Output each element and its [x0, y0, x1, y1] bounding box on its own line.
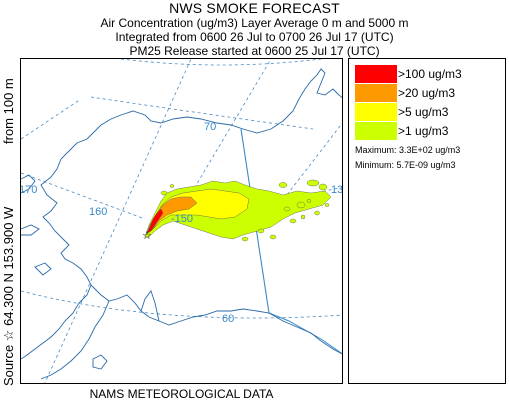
plume-fragments: [160, 179, 330, 242]
legend-swatch-orange: [355, 84, 397, 102]
minimum-value: Minimum: 5.7E-09 ug/m3: [355, 160, 456, 170]
chukotka-coast: [21, 174, 36, 194]
plume-fragment: [269, 234, 277, 240]
plume-fragment: [300, 214, 306, 220]
plume-fragment: [324, 203, 330, 207]
legend-item-over-20: >20 ug/m3: [355, 84, 503, 103]
cook-inlet: [140, 290, 160, 322]
legend-item-over-1: >1 ug/m3: [355, 122, 503, 141]
legend-swatch-red: [355, 65, 397, 83]
peninsula-coast: [40, 300, 110, 380]
plume-fragment: [318, 183, 328, 191]
legend-swatch-yellow: [355, 103, 397, 121]
legend-label: >100 ug/m3: [398, 67, 462, 81]
plume-fragment: [283, 206, 291, 212]
plume-level-20: [146, 196, 198, 234]
maximum-value: Maximum: 3.3E+02 ug/m3: [355, 145, 461, 155]
concentration-subtitle: Air Concentration (ug/m3) Layer Average …: [100, 16, 409, 30]
legend-item-over-5: >5 ug/m3: [355, 103, 503, 122]
plume-fragment: [306, 199, 312, 203]
nunivak-island: [34, 262, 52, 276]
longitude-180-line: [21, 98, 82, 140]
latitude-80-line: [120, 59, 322, 66]
longitude-170-line: [21, 172, 146, 220]
plume-fragment: [289, 218, 297, 224]
grid-labels: 170 160 -150 130 70 60: [21, 121, 343, 325]
southern-coast: [90, 284, 342, 355]
plume-fragment: [306, 179, 320, 187]
map-canvas: ☆ 170 160 -150 130 70 60: [21, 59, 343, 383]
grid-label-160: 160: [89, 206, 107, 218]
grid-label-60: 60: [222, 313, 234, 325]
smoke-map[interactable]: ☆ 170 160 -150 130 70 60: [20, 58, 343, 384]
st-lawrence-island: [21, 224, 40, 236]
kodiak-island: [92, 354, 108, 370]
release-height-label: from 100 m: [1, 78, 16, 144]
plume-fragment: [241, 236, 249, 242]
legend-label: >5 ug/m3: [398, 105, 449, 119]
latitude-60-line: [21, 290, 342, 319]
grid-label-70: 70: [204, 121, 216, 133]
concentration-legend: >100 ug/m3 >20 ug/m3 >5 ug/m3 >1 ug/m3 M…: [348, 58, 506, 384]
legend-label: >20 ug/m3: [398, 86, 456, 100]
plume-fragment: [257, 228, 265, 234]
grid-label-130: 130: [331, 184, 343, 196]
legend-label: >1 ug/m3: [398, 124, 449, 138]
arctic-coast: [92, 68, 342, 134]
legend-swatch-lime: [355, 122, 397, 140]
plume-fragment: [296, 201, 306, 209]
plume-level-100: [146, 208, 164, 234]
coastline: [21, 68, 342, 380]
western-coast: [21, 132, 94, 360]
integration-period: Integrated from 0600 26 Jul to 0700 26 J…: [115, 30, 394, 44]
plume-fragment: [160, 190, 168, 196]
smoke-plume: [144, 179, 332, 242]
plume-fragment: [314, 210, 320, 216]
source-location-label: Source ☆ 64.300 N 153.900 W: [1, 206, 16, 386]
source-star-icon: ☆: [142, 229, 152, 242]
plume-fragment: [278, 182, 288, 188]
legend-item-over-100: >100 ug/m3: [355, 65, 503, 84]
grid-label-minus-150: -150: [171, 213, 193, 225]
forecast-title: NWS SMOKE FORECAST: [169, 0, 340, 16]
plume-fragment: [169, 184, 175, 188]
latitude-lines: [21, 59, 342, 319]
latitude-70-line: [90, 96, 314, 130]
grid-label-170: 170: [21, 184, 37, 196]
release-start: PM25 Release started at 0600 25 Jul 17 (…: [129, 44, 380, 58]
meteorological-data-caption: NAMS METEOROLOGICAL DATA: [89, 387, 274, 401]
